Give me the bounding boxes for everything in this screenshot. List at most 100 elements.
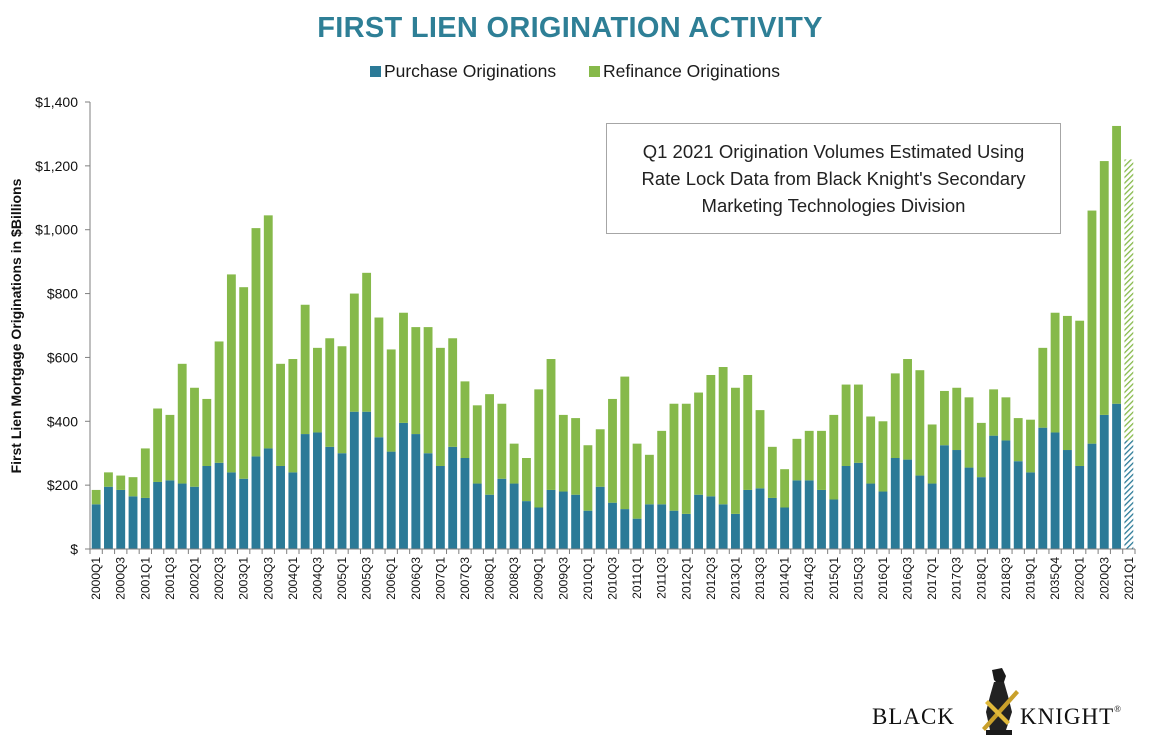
bar-purchase-2006Q4 bbox=[423, 453, 433, 549]
bar-refinance-2004Q1 bbox=[288, 359, 298, 473]
bar-refinance-2005Q3 bbox=[362, 272, 372, 412]
bar-purchase-2017Q1 bbox=[927, 483, 937, 549]
bar-purchase-2012Q1 bbox=[681, 513, 691, 549]
bar-purchase-2009Q4 bbox=[571, 494, 581, 549]
bar-refinance-2006Q3 bbox=[411, 327, 421, 435]
bar-refinance-2012Q4 bbox=[718, 367, 728, 505]
bar-purchase-2018Q1 bbox=[976, 477, 986, 549]
y-tick-label-400: $400 bbox=[47, 413, 78, 429]
annotation-line-2: Rate Lock Data from Black Knight's Secon… bbox=[641, 168, 1026, 189]
bar-refinance-2013Q3 bbox=[755, 410, 765, 489]
bar-purchase-2009Q3 bbox=[558, 491, 568, 549]
bar-purchase-2017Q4 bbox=[964, 467, 974, 549]
bar-purchase-2010Q2 bbox=[595, 486, 605, 549]
bar-refinance-2003Q2 bbox=[251, 228, 261, 457]
bar-purchase-2008Q1 bbox=[485, 494, 494, 549]
bar-refinance-2002Q3 bbox=[214, 341, 224, 463]
bar-purchase-2018Q4 bbox=[1013, 461, 1023, 549]
bar-refinance-2014Q4 bbox=[817, 430, 826, 490]
bar-refinance-2016Q2 bbox=[890, 373, 900, 458]
bar-refinance-2007Q2 bbox=[448, 338, 458, 447]
bar-refinance-2007Q3 bbox=[460, 381, 470, 459]
bar-purchase-2000Q2 bbox=[104, 486, 113, 549]
x-tick-label-2012Q3: 2012Q3 bbox=[704, 557, 718, 600]
bar-purchase-2018Q3 bbox=[1001, 440, 1011, 549]
knight-icon bbox=[982, 668, 1019, 735]
legend-item-refinance: Refinance Originations bbox=[589, 61, 780, 82]
bar-refinance-2001Q3 bbox=[165, 414, 175, 481]
bar-refinance-2019Q2 bbox=[1038, 347, 1048, 428]
bar-purchase-2014Q1 bbox=[780, 507, 790, 549]
x-tick-label-2019Q1: 2019Q1 bbox=[1024, 557, 1038, 600]
x-tick-label-2013Q1: 2013Q1 bbox=[728, 557, 742, 600]
x-tick-label-2003Q1: 2003Q1 bbox=[237, 557, 251, 600]
x-tick-label-2008Q1: 2008Q1 bbox=[483, 557, 497, 600]
bar-refinance-2011Q1 bbox=[632, 443, 642, 519]
bar-refinance-2015Q2 bbox=[841, 384, 851, 466]
x-tick-label-2001Q1: 2001Q1 bbox=[138, 557, 152, 600]
bar-purchase-2012Q2 bbox=[694, 494, 703, 549]
legend-swatch-refinance bbox=[589, 65, 600, 77]
x-tick-label-2005Q3: 2005Q3 bbox=[360, 557, 374, 600]
x-tick-label-2020Q1: 2020Q1 bbox=[1073, 557, 1087, 600]
bars-layer bbox=[91, 125, 1134, 549]
x-tick-label-2011Q1: 2011Q1 bbox=[630, 557, 644, 599]
logo-word-knight: KNIGHT bbox=[1020, 704, 1115, 729]
bar-refinance-2018Q2 bbox=[989, 389, 999, 436]
bar-purchase-2011Q4 bbox=[669, 510, 679, 549]
bar-refinance-2004Q4 bbox=[325, 338, 335, 447]
bar-purchase-2007Q3 bbox=[460, 458, 470, 549]
bar-refinance-2014Q1 bbox=[780, 469, 790, 508]
bar-purchase-2016Q2 bbox=[890, 458, 900, 549]
bar-refinance-2011Q2 bbox=[644, 454, 654, 505]
bar-purchase-2000Q4 bbox=[128, 496, 138, 549]
x-tick-label-2020Q3: 2020Q3 bbox=[1097, 557, 1111, 600]
y-tick-label-800: $800 bbox=[47, 286, 78, 302]
bar-purchase-2004Q4 bbox=[325, 446, 335, 549]
black-knight-logo: BLACK KNIGHT® bbox=[872, 666, 1142, 738]
bar-purchase-2013Q3 bbox=[755, 488, 765, 549]
bar-purchase-2005Q4 bbox=[374, 437, 384, 549]
bar-refinance-2009Q2 bbox=[546, 359, 556, 490]
bar-refinance-2003Q1 bbox=[239, 287, 249, 479]
x-tick-label-2018Q3: 2018Q3 bbox=[999, 557, 1013, 600]
bar-refinance-2009Q4 bbox=[571, 418, 581, 495]
bar-refinance-2005Q4 bbox=[374, 317, 384, 438]
bar-purchase-2014Q4 bbox=[817, 489, 826, 549]
bar-purchase-2007Q1 bbox=[435, 465, 445, 549]
x-tick-label-2004Q3: 2004Q3 bbox=[310, 557, 324, 600]
bar-purchase-2001Q4 bbox=[177, 483, 187, 549]
x-tick-label-2016Q1: 2016Q1 bbox=[876, 557, 890, 600]
annotation-box: Q1 2021 Origination Volumes Estimated Us… bbox=[606, 123, 1061, 234]
bar-purchase-2013Q4 bbox=[767, 497, 777, 549]
bar-purchase-2015Q1 bbox=[829, 499, 839, 549]
bar-refinance-2015Q1 bbox=[829, 414, 839, 500]
annotation-line-1: Q1 2021 Origination Volumes Estimated Us… bbox=[642, 141, 1025, 162]
legend: Purchase Originations Refinance Originat… bbox=[0, 60, 1150, 82]
bar-refinance-2013Q1 bbox=[731, 387, 740, 514]
bar-refinance-2008Q3 bbox=[509, 443, 519, 484]
bar-purchase-2010Q3 bbox=[608, 502, 617, 549]
bar-purchase-2016Q1 bbox=[878, 491, 888, 549]
bar-refinance-2013Q4 bbox=[767, 446, 777, 498]
bar-purchase-2002Q1 bbox=[190, 486, 199, 549]
x-tick-label-2017Q1: 2017Q1 bbox=[925, 557, 939, 600]
bar-purchase-2003Q2 bbox=[251, 456, 261, 549]
bar-refinance-2001Q1 bbox=[140, 448, 150, 498]
bar-purchase-2015Q2 bbox=[841, 465, 851, 549]
bar-purchase-2001Q1 bbox=[140, 497, 150, 549]
bar-purchase-2019Q1 bbox=[1026, 472, 1035, 549]
bar-purchase-2019Q2 bbox=[1038, 427, 1048, 549]
bar-purchase-2000Q3 bbox=[116, 489, 126, 549]
bar-refinance-2021Q1 bbox=[1124, 159, 1134, 441]
x-tick-label-2013Q3: 2013Q3 bbox=[753, 557, 767, 600]
bar-purchase-2006Q1 bbox=[386, 451, 396, 549]
bar-refinance-2007Q4 bbox=[472, 405, 482, 484]
bar-purchase-2020Q1 bbox=[1075, 465, 1085, 549]
bar-purchase-2008Q3 bbox=[509, 483, 519, 549]
bar-refinance-2018Q3 bbox=[1001, 397, 1011, 441]
bar-purchase-2016Q4 bbox=[915, 475, 925, 549]
bar-refinance-2015Q4 bbox=[866, 416, 876, 484]
bar-purchase-2002Q4 bbox=[226, 472, 236, 549]
